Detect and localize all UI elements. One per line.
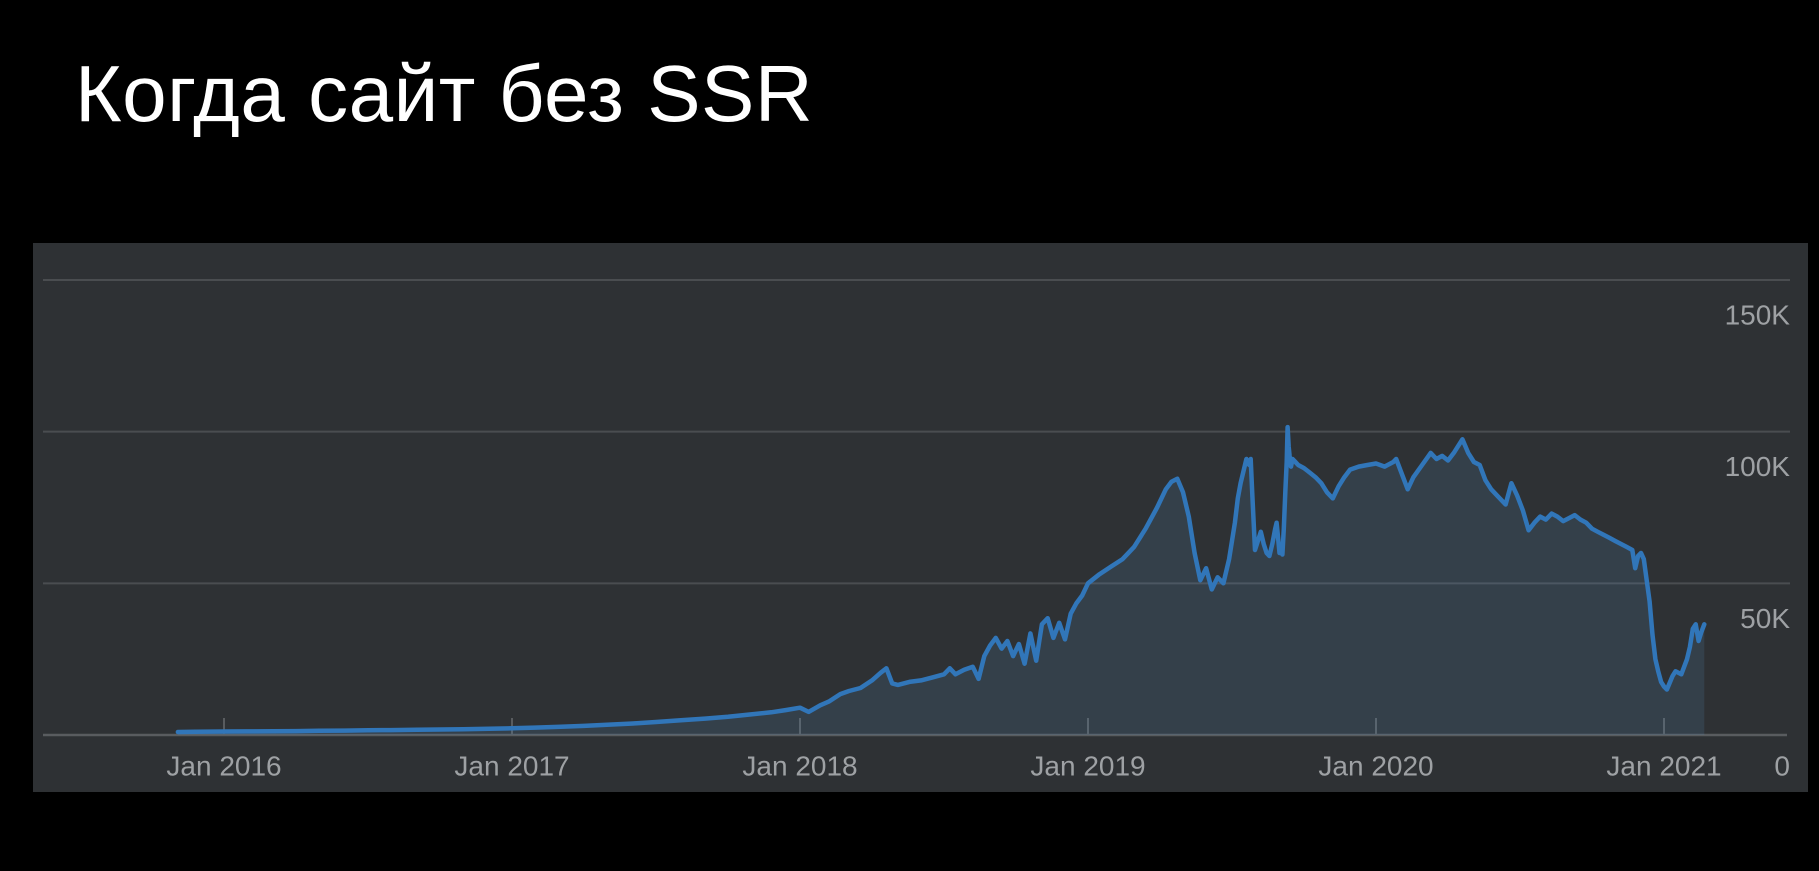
y-axis-label: 150K <box>1725 300 1791 331</box>
x-axis-label: Jan 2021 <box>1606 751 1721 782</box>
traffic-chart-panel: 150K 100K 50K 0 Jan 2016 Jan 2017 Jan 2018 Jan … <box>33 243 1808 792</box>
x-axis-label: Jan 2016 <box>166 751 281 782</box>
y-axis-label: 0 <box>1774 751 1790 782</box>
x-axis-label: Jan 2020 <box>1318 751 1433 782</box>
x-axis-label: Jan 2017 <box>454 751 569 782</box>
traffic-area-fill <box>177 427 1705 735</box>
y-axis-label: 50K <box>1740 603 1790 634</box>
traffic-line <box>175 424 1707 735</box>
y-axis-label: 100K <box>1725 451 1791 482</box>
x-axis-label: Jan 2018 <box>742 751 857 782</box>
x-axis-label: Jan 2019 <box>1030 751 1145 782</box>
traffic-area-chart: 150K 100K 50K 0 Jan 2016 Jan 2017 Jan 2018 Jan … <box>43 279 1791 782</box>
slide-title: Когда сайт без SSR <box>75 49 814 138</box>
